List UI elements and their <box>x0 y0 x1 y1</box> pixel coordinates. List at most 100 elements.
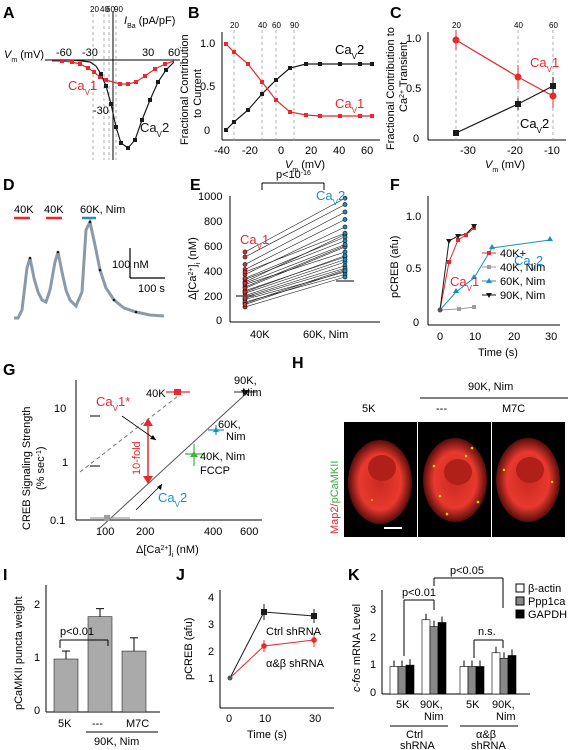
k-xtick: 5K <box>396 699 410 711</box>
k-bar <box>397 666 407 695</box>
f-xtick: 20 <box>508 331 520 343</box>
b-ytick: 1.0 <box>200 38 215 50</box>
e-ytick: 600 <box>204 241 222 253</box>
panel-a: A 20 40 60 90 IBa (pA/pF) Vm (mV) -60 -3… <box>3 5 180 160</box>
a-top-tick: 40 <box>100 5 109 14</box>
k-ytick: 2 <box>370 632 376 644</box>
k-p1: p<0.01 <box>402 587 436 599</box>
c-top-tick: 40 <box>514 21 523 30</box>
e-point <box>342 230 348 236</box>
a-xtick: 60 <box>168 47 180 59</box>
j-xtick: 30 <box>309 713 321 725</box>
panel-f-label: F <box>390 177 400 194</box>
a-cav1-label: CaV1 <box>68 78 97 97</box>
i-ytick: 0 <box>34 705 40 717</box>
i-ylabel: pCaMKII puncta weight <box>13 596 25 710</box>
e-cav1-label: CaV1 <box>240 232 269 251</box>
e-ytick: 400 <box>204 266 222 278</box>
g-xtick: 200 <box>136 526 154 538</box>
g-point-label: Nim <box>226 431 246 443</box>
e-cav2-label: CaV2 <box>316 188 345 207</box>
g-ytick: 10 <box>54 403 66 415</box>
k-legend-item: β-actin <box>528 583 561 595</box>
c-cav1-label: CaV1 <box>530 55 559 74</box>
a-iba-label: IBa (pA/pF) <box>124 15 175 30</box>
a-xtick: 30 <box>142 47 154 59</box>
c-xtick: -10 <box>544 145 560 157</box>
h-ylabel: Map2/pCaMKII <box>329 461 341 534</box>
k-bar <box>507 655 517 695</box>
panel-j-label: J <box>176 567 185 584</box>
b-cav2-label: CaV2 <box>335 42 364 61</box>
k-group: Ctrl <box>406 729 423 741</box>
k-bar <box>475 666 485 695</box>
k-xtick: 90K, <box>492 699 515 711</box>
g-ytick: 0.1 <box>50 515 65 527</box>
g-fold: 10-fold <box>131 441 143 475</box>
panel-i: I 0 1 2 pCaMKII puncta weight p<0.01 5K … <box>3 567 160 748</box>
g-point-label: Nim <box>242 387 262 399</box>
d-scale-y: 100 nM <box>112 259 149 271</box>
k-group: α&β <box>476 729 496 741</box>
a-top-tick: 90 <box>114 5 123 14</box>
k-bar <box>491 652 501 695</box>
e-point <box>342 217 348 222</box>
k-ns: n.s. <box>478 626 496 638</box>
panel-g-label: G <box>3 362 15 379</box>
e-ytick: 200 <box>204 291 222 303</box>
k-xtick: 90K, <box>420 699 443 711</box>
f-legend-item: 60K, Nim <box>500 276 545 288</box>
a-top-tick: 20 <box>90 5 99 14</box>
e-point <box>242 269 248 275</box>
e-point <box>342 274 348 280</box>
e-point <box>242 275 248 281</box>
k-xtick: Nim <box>496 711 516 723</box>
k-xtick: Nim <box>424 711 444 723</box>
e-point <box>242 285 248 291</box>
h-col: --- <box>436 403 447 415</box>
c-top-tick: 20 <box>452 21 461 30</box>
k-ylabel: c-fos mRNA Level <box>351 604 363 692</box>
e-point <box>342 238 348 244</box>
i-bars <box>53 608 147 713</box>
g-point-label: 60K, <box>218 419 241 431</box>
g-ylabel: CREB Signaling Strength <box>21 406 33 530</box>
i-pval: p<0.01 <box>60 626 94 638</box>
j-xtick: 0 <box>226 713 232 725</box>
b-top-tick: 60 <box>272 21 281 30</box>
e-point <box>242 280 248 286</box>
k-bar <box>389 666 399 695</box>
a-ytick: -30 <box>93 105 109 117</box>
j-series-label: α&β shRNA <box>266 658 325 670</box>
d-scale-x: 100 s <box>138 283 165 295</box>
c-ylabel: Fractional Contribution to <box>385 27 397 150</box>
a-cav1-markers <box>60 59 167 86</box>
j-ytick: 3 <box>208 619 214 631</box>
f-ytick: 0.5 <box>406 263 421 275</box>
b-xtick: -20 <box>242 145 258 157</box>
g-xtick: 400 <box>204 526 222 538</box>
a-xtick: -60 <box>56 47 72 59</box>
a-cav2-label: CaV2 <box>140 120 169 139</box>
e-point <box>342 253 348 259</box>
c-ylabel2: Ca2+ Transient <box>398 42 410 112</box>
f-xlabel: Time (s) <box>478 347 518 359</box>
d-stim3: 60K, Nim <box>80 204 125 216</box>
k-ytick: 3 <box>370 604 376 616</box>
a-cav2-markers <box>99 68 168 150</box>
g-point-label: FCCP <box>200 465 230 477</box>
panel-d-label: D <box>3 177 15 194</box>
panel-h-label: H <box>292 355 304 372</box>
i-group: 90K, Nim <box>94 736 139 748</box>
k-legend-item: Ppp1ca <box>528 596 566 608</box>
b-ytick: 0.5 <box>200 81 215 93</box>
e-point <box>242 295 248 301</box>
i-bar <box>53 658 79 713</box>
j-ytick: 2 <box>208 646 214 658</box>
e-point <box>242 302 248 307</box>
e-ytick: 0 <box>216 315 222 327</box>
f-legend-item: 40K, Nim <box>500 262 545 274</box>
e-ylabel: Δ[Ca2+]i (nM) <box>187 237 202 300</box>
panel-c: C 20 40 60 0 0.5 1.0 -30 -20 -10 Vm (mV)… <box>385 5 566 174</box>
